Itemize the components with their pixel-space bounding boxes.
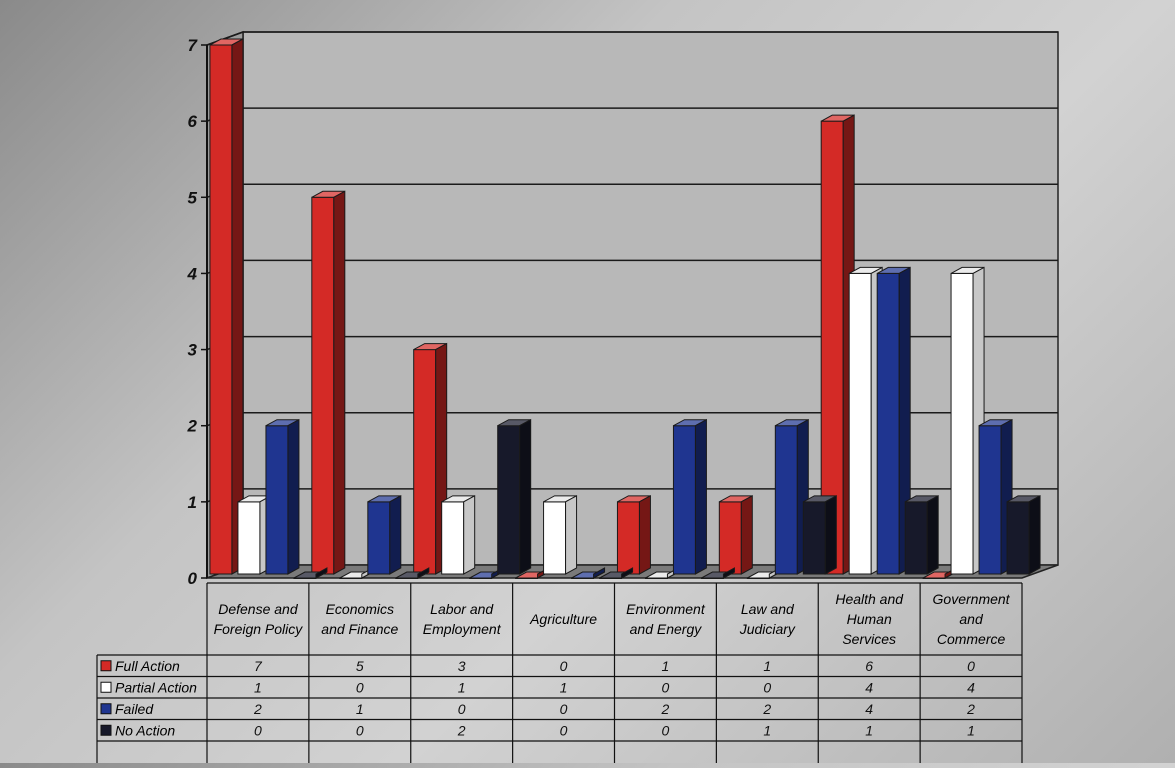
bar-side	[740, 495, 753, 575]
bar-side	[621, 567, 634, 579]
bar	[718, 501, 742, 575]
legend-key	[100, 724, 112, 736]
category-label: Government and Commerce	[933, 591, 1011, 647]
table-value: 0	[254, 722, 262, 738]
bar	[237, 501, 261, 575]
table-value: 1	[763, 658, 771, 674]
bar	[876, 272, 900, 575]
bar-side	[519, 418, 532, 575]
bar	[311, 196, 335, 575]
bar	[209, 44, 233, 575]
table-value: 5	[356, 658, 364, 674]
table-value: 1	[356, 701, 364, 717]
bar	[978, 425, 1002, 575]
bar-side	[722, 567, 735, 579]
bar	[413, 349, 437, 575]
legend-label: Partial Action	[115, 679, 197, 695]
bar-side	[638, 495, 651, 575]
table-value: 4	[865, 701, 873, 717]
legend-label: Failed	[115, 701, 154, 717]
category-label: Law and Judiciary	[739, 601, 796, 637]
bar	[848, 272, 872, 575]
y-tick-label: 4	[187, 264, 198, 283]
table-value: 4	[865, 679, 873, 695]
table-value: 0	[967, 658, 975, 674]
category-label: Environment and Energy	[626, 601, 706, 637]
table-value: 0	[356, 722, 364, 738]
bar-side	[315, 567, 328, 579]
bar	[904, 501, 928, 575]
legend-label: Full Action	[115, 658, 180, 674]
bar-side	[824, 495, 837, 575]
y-tick-label: 7	[188, 36, 199, 55]
bar	[367, 501, 391, 575]
bar-side	[333, 190, 346, 575]
bar	[441, 501, 465, 575]
category-label: Defense and Foreign Policy	[214, 601, 304, 637]
bar	[672, 425, 696, 575]
table-value: 0	[356, 679, 364, 695]
table-value: 0	[560, 658, 568, 674]
table-value: 0	[662, 679, 670, 695]
bar-side	[287, 418, 300, 575]
y-tick-label: 3	[188, 341, 198, 360]
bar-side	[565, 495, 578, 575]
table-value: 1	[560, 679, 568, 695]
table-value: 0	[662, 722, 670, 738]
legend-key	[100, 660, 112, 672]
y-tick-label: 5	[188, 188, 198, 207]
bar-side	[926, 495, 939, 575]
table-value: 1	[458, 679, 466, 695]
table-value: 1	[763, 722, 771, 738]
table-value: 1	[865, 722, 873, 738]
table-value: 1	[967, 722, 975, 738]
table-value: 2	[457, 722, 466, 738]
table-value: 0	[763, 679, 771, 695]
chart-back-wall	[242, 31, 1059, 566]
table-value: 2	[966, 701, 975, 717]
table-value: 0	[560, 722, 568, 738]
bar	[543, 501, 567, 575]
bar	[774, 425, 798, 575]
legend-key	[100, 703, 112, 715]
bar-side	[463, 495, 476, 575]
bar	[802, 501, 826, 575]
category-label: Labor and Employment	[423, 601, 502, 637]
bar	[265, 425, 289, 575]
table-value: 7	[254, 658, 263, 674]
bar	[497, 425, 521, 575]
bar-side	[1028, 495, 1041, 575]
table-value: 2	[661, 701, 670, 717]
legend-label: No Action	[115, 722, 175, 738]
table-value: 2	[253, 701, 262, 717]
category-label: Economics and Finance	[321, 601, 398, 637]
table-value: 4	[967, 679, 975, 695]
bar-side	[694, 418, 707, 575]
bar	[950, 272, 974, 575]
bar	[616, 501, 640, 575]
y-tick-label: 0	[188, 569, 198, 588]
bar-side	[593, 567, 606, 579]
category-label: Agriculture	[529, 611, 597, 627]
y-tick-label: 2	[187, 417, 198, 436]
legend-key	[100, 681, 112, 693]
table-value: 2	[762, 701, 771, 717]
table-value: 6	[865, 658, 873, 674]
table-value: 1	[662, 658, 670, 674]
bar-side	[231, 38, 244, 575]
bar	[1006, 501, 1030, 575]
table-value: 3	[458, 658, 466, 674]
table-value: 0	[560, 701, 568, 717]
bar-side	[389, 495, 402, 575]
category-label: Health and Human Services	[835, 591, 904, 647]
table-value: 1	[254, 679, 262, 695]
y-tick-label: 6	[188, 112, 198, 131]
y-tick-label: 1	[188, 493, 197, 512]
bar-side	[417, 567, 430, 579]
table-value: 0	[458, 701, 466, 717]
